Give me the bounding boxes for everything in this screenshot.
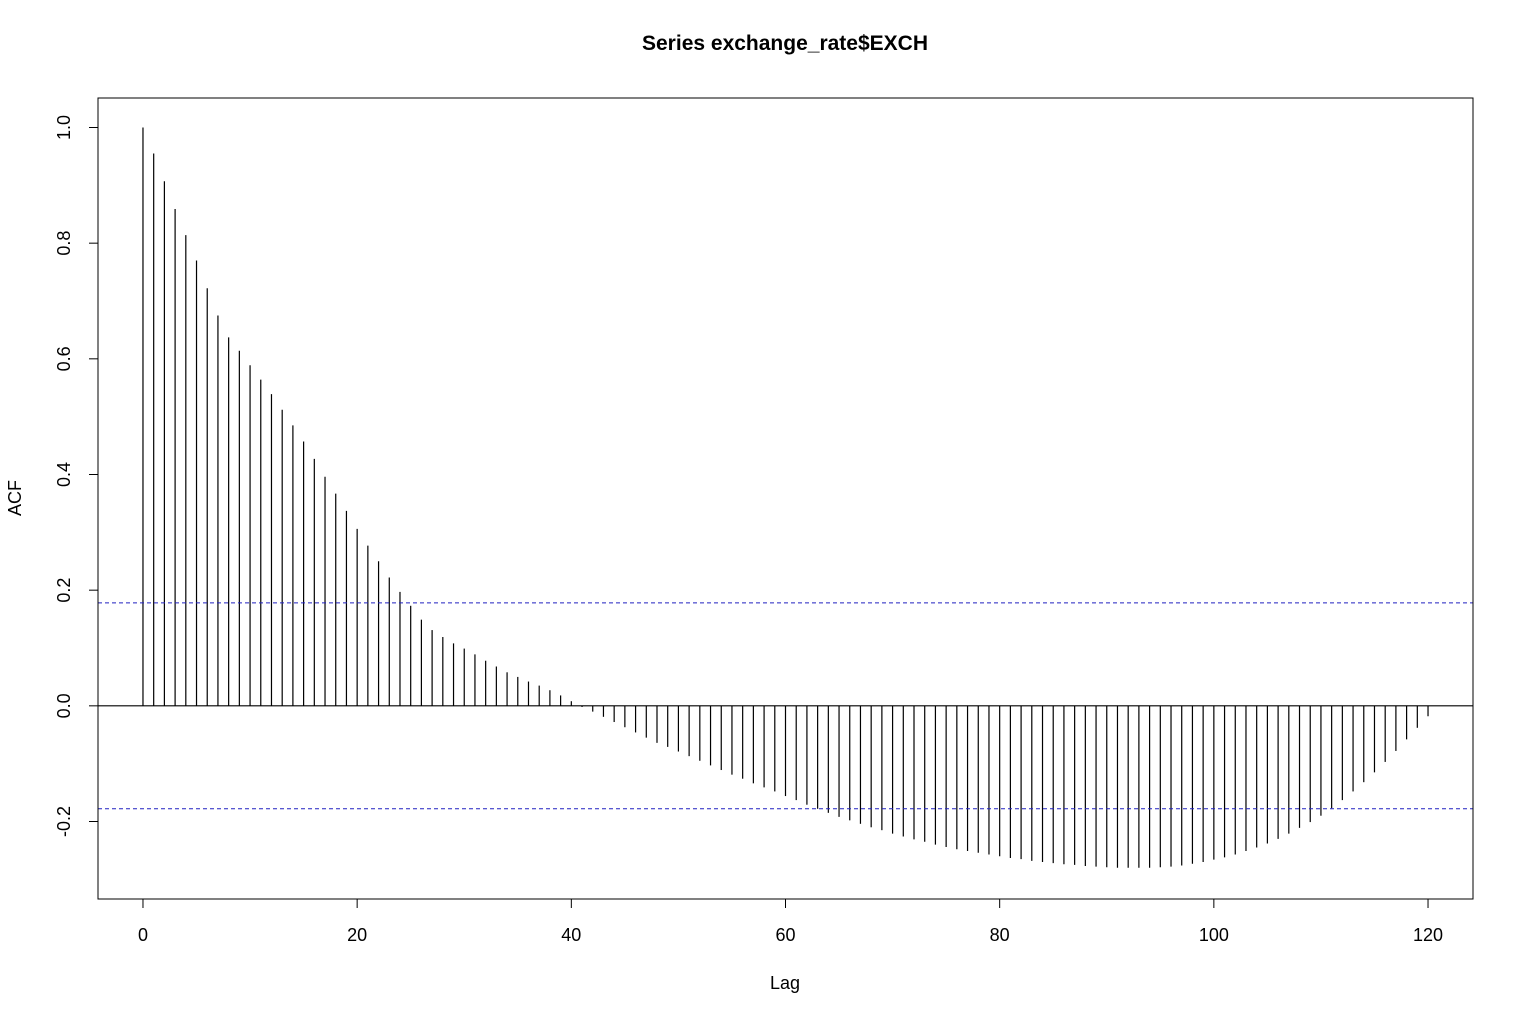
x-axis-title: Lag (770, 973, 800, 993)
y-axis: -0.2 0.0 0.2 0.4 0.6 0.8 1.0 (54, 115, 99, 837)
y-tick-label: 0.0 (54, 693, 74, 718)
x-tick-label: 60 (775, 925, 795, 945)
x-tick-label: 40 (561, 925, 581, 945)
chart-title: Series exchange_rate$EXCH (642, 32, 928, 55)
x-tick-label: 80 (990, 925, 1010, 945)
confidence-lines (98, 602, 1473, 810)
y-tick-label: -0.2 (54, 806, 74, 837)
y-axis-title: ACF (5, 480, 25, 516)
x-tick-label: 0 (138, 925, 148, 945)
x-tick-label: 100 (1199, 925, 1229, 945)
x-tick-label: 120 (1413, 925, 1443, 945)
acf-bars (142, 127, 1429, 868)
y-tick-label: 0.6 (54, 346, 74, 371)
x-axis: 0 20 40 60 80 100 120 (138, 898, 1443, 945)
y-tick-label: 0.8 (54, 231, 74, 256)
x-tick-label: 20 (347, 925, 367, 945)
y-tick-label: 1.0 (54, 115, 74, 140)
y-tick-label: 0.4 (54, 462, 74, 487)
y-tick-label: 0.2 (54, 578, 74, 603)
